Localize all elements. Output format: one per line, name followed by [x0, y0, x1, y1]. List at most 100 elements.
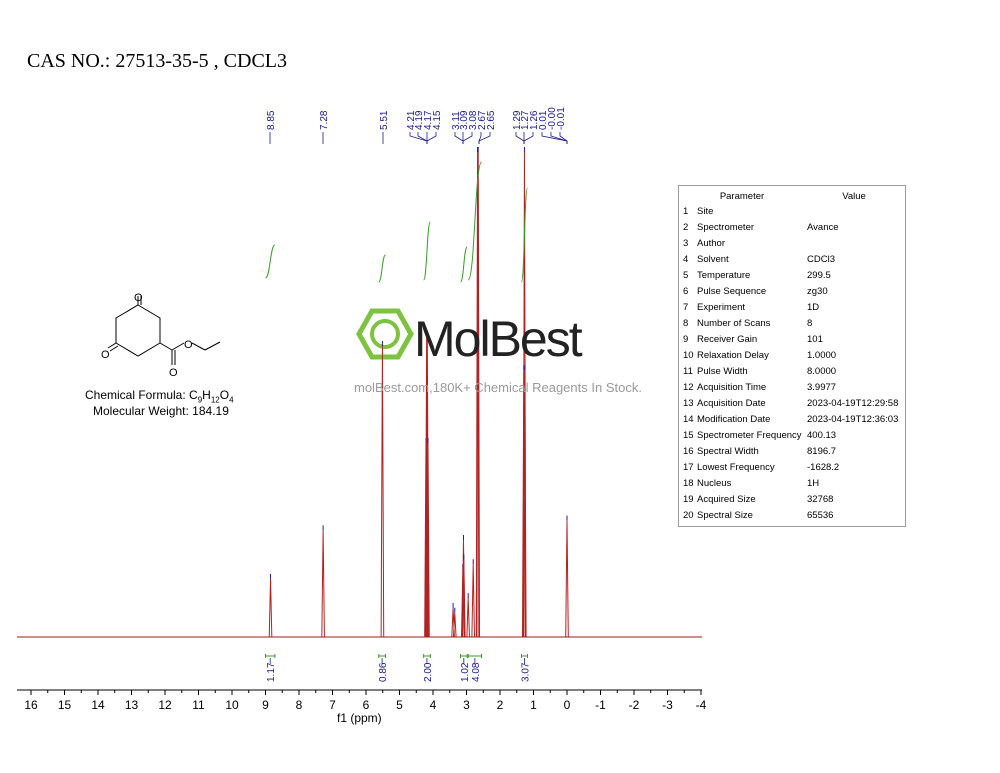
cas-title: CAS NO.: 27513-35-5 , CDCL3	[27, 50, 288, 72]
integral-bracket	[423, 654, 431, 658]
parameter-name: Relaxation Delay	[697, 350, 769, 361]
parameter-value: 8196.7	[807, 446, 837, 457]
integral-bracket	[459, 654, 468, 658]
chemical-formula: Chemical Formula: C9H12O4	[85, 388, 234, 404]
x-tick-label: 3	[463, 698, 470, 712]
integral-value: 1.17	[266, 662, 277, 682]
oxygen-atom: O	[169, 367, 178, 379]
parameter-value: 65536	[807, 510, 834, 521]
parameter-value: 8	[807, 318, 813, 329]
formula-element: C	[189, 388, 198, 402]
parameter-row: 14 Modification Date 2023-04-19T12:36:03	[679, 414, 905, 430]
parameter-value: Avance	[807, 222, 839, 233]
x-tick-label: 10	[225, 698, 239, 712]
peak-label: 4.15	[432, 110, 443, 130]
parameter-number: 5	[683, 270, 689, 281]
x-tick-label: 5	[396, 698, 403, 712]
parameter-row: 20 Spectral Size 65536	[679, 510, 905, 526]
peak-label-leader	[523, 132, 534, 144]
parameter-number: 8	[683, 318, 689, 329]
integral-curve	[423, 221, 431, 281]
parameter-name: Experiment	[697, 302, 746, 313]
parameter-row: 6 Pulse Sequence zg30	[679, 286, 905, 302]
parameter-name: Pulse Sequence	[697, 286, 767, 297]
formula-count: 9	[197, 395, 203, 405]
x-tick-label: 0	[564, 698, 571, 712]
x-tick-label: -4	[696, 698, 707, 712]
peak-label: 0.01	[538, 110, 549, 130]
x-tick-label: -3	[662, 698, 673, 712]
peak-label: -0.00	[547, 107, 558, 130]
parameter-number: 2	[683, 222, 689, 233]
x-axis: 16 15 14 13 12 11 10 9 8 7 6 5 4 3 2 1 0 -1 -2 -3 -4	[17, 689, 707, 712]
parameter-row: 19 Acquired Size 32768	[679, 494, 905, 510]
spectrum-peak	[466, 598, 470, 638]
parameter-value: 101	[807, 334, 823, 345]
peak-labels: 8.85 7.28 5.51 4.214.194.174.15 3.113.093.08…	[266, 107, 568, 144]
parameter-number: 7	[683, 302, 689, 313]
parameter-row: 1 Site	[679, 206, 905, 222]
parameter-number: 17	[683, 462, 694, 473]
peak-label: 2.67	[477, 110, 488, 130]
peak-label: 1.27	[520, 110, 531, 130]
parameter-row: 15 Spectrometer Frequency 400.13	[679, 430, 905, 446]
parameter-value: 32768	[807, 494, 834, 505]
integral-curve	[459, 246, 468, 283]
watermark-tagline: molBest.com,180K+ Chemical Reagents In S…	[354, 380, 642, 395]
molecular-weight: Molecular Weight: 184.19	[93, 404, 229, 418]
parameter-number: 9	[683, 334, 689, 345]
parameter-value: 400.13	[807, 430, 837, 441]
integral-curve	[467, 161, 483, 281]
integral-curve	[520, 187, 528, 283]
parameter-name: Spectral Size	[697, 510, 753, 521]
integral-value: 2.00	[423, 662, 434, 682]
parameter-row: 8 Number of Scans 8	[679, 318, 905, 334]
parameter-name: Receiver Gain	[697, 334, 758, 345]
spectrum-peak	[268, 578, 273, 638]
parameter-number: 19	[683, 494, 694, 505]
parameter-number: 3	[683, 238, 689, 249]
peak-label-leader	[515, 132, 525, 144]
parameter-value: 299.5	[807, 270, 831, 281]
integral-curve	[378, 254, 386, 283]
molecule-structure	[107, 296, 221, 365]
integral-value: 4.08	[471, 662, 482, 682]
spectrum-peak	[565, 520, 569, 638]
oxygen-atom: O	[134, 292, 143, 304]
parameter-table: Parameter Value 1 Site 2 Spectrometer Avance…	[678, 185, 906, 527]
header-value: Value	[842, 191, 866, 202]
peak-label: 7.28	[319, 110, 330, 130]
parameter-name: Modification Date	[697, 414, 771, 425]
peak-label: 8.85	[266, 110, 277, 130]
peak-label-leader	[454, 132, 464, 144]
parameter-number: 13	[683, 398, 694, 409]
parameter-number: 6	[683, 286, 689, 297]
integral-bracket	[467, 654, 483, 658]
peak-label: 1.29	[512, 110, 523, 130]
parameter-value: 3.9977	[807, 382, 837, 393]
peak-label: 3.11	[451, 111, 462, 130]
integral-value: 1.02	[460, 662, 471, 682]
integral-value: 3.07	[520, 662, 531, 682]
peak-label: -0.01	[556, 107, 567, 130]
parameter-row: 17 Lowest Frequency -1628.2	[679, 462, 905, 478]
parameter-name: Lowest Frequency	[697, 462, 775, 473]
parameter-name: Author	[697, 238, 725, 249]
parameter-row: 13 Acquisition Date 2023-04-19T12:29:58	[679, 398, 905, 414]
peak-label: 4.19	[414, 110, 425, 130]
parameter-table-header: Parameter Value	[679, 186, 905, 206]
x-tick-label: 2	[497, 698, 504, 712]
parameter-value: zg30	[807, 286, 828, 297]
parameter-number: 10	[683, 350, 694, 361]
parameter-value: 2023-04-19T12:29:58	[807, 398, 899, 409]
parameter-row: 16 Spectral Width 8196.7	[679, 446, 905, 462]
parameter-name: Spectrometer	[697, 222, 755, 233]
parameter-name: Acquired Size	[697, 494, 756, 505]
x-tick-label: 11	[192, 698, 205, 712]
x-tick-label: -1	[595, 698, 606, 712]
peak-label-leader	[426, 132, 437, 144]
formula-count: 4	[229, 395, 234, 405]
weight-value: 184.19	[192, 404, 229, 418]
integral-curves	[265, 161, 528, 283]
